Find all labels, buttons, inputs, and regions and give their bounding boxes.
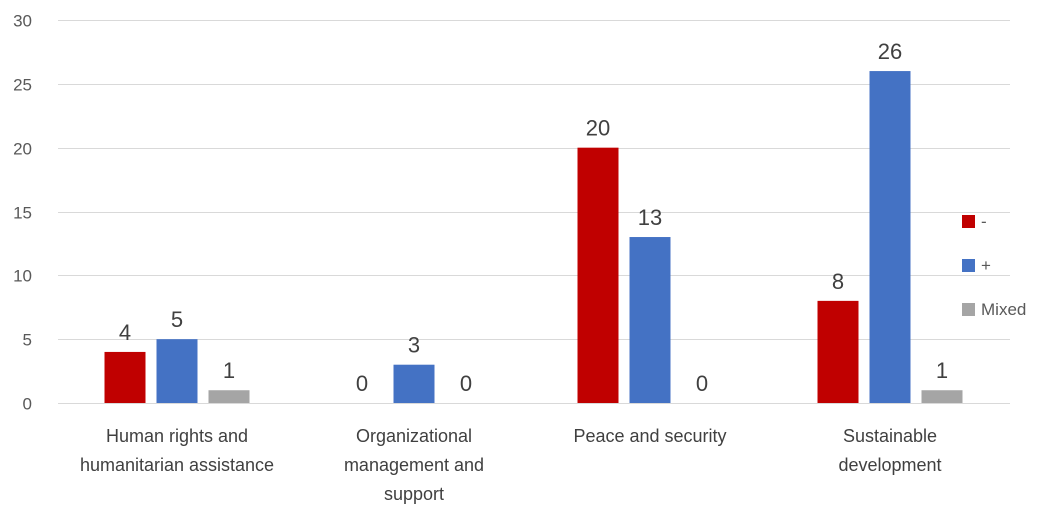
data-label: 0: [696, 371, 708, 396]
legend-swatch: [962, 259, 975, 272]
bar: [869, 71, 911, 404]
y-tick-label: 5: [23, 331, 32, 350]
bar: [104, 351, 146, 403]
bar: [393, 364, 435, 403]
bar: [921, 390, 963, 403]
bars: [104, 71, 963, 404]
bar: [577, 147, 619, 403]
bar: [817, 300, 859, 403]
data-label: 20: [586, 116, 610, 141]
data-label: 4: [119, 320, 131, 345]
x-category-label: Human rights and humanitarian assistance: [80, 426, 274, 475]
bar: [629, 237, 671, 403]
x-category-label: Organizational management and support: [344, 426, 484, 504]
y-tick-label: 0: [23, 395, 32, 414]
legend-swatch: [962, 303, 975, 316]
data-label: 5: [171, 307, 183, 332]
data-label: 3: [408, 333, 420, 358]
bar: [156, 339, 198, 403]
data-label: 1: [936, 358, 948, 383]
data-label: 13: [638, 205, 662, 230]
y-tick-label: 20: [13, 140, 32, 159]
legend: - + Mixed: [962, 212, 1026, 319]
legend-swatch: [962, 215, 975, 228]
data-label: 1: [223, 358, 235, 383]
x-axis-categories: Human rights and humanitarian assistance O…: [80, 426, 942, 504]
x-category-label: Peace and security: [573, 426, 726, 446]
y-tick-label: 30: [13, 12, 32, 31]
data-labels: 4 0 20 8 5 3 13 26 1 0 0 1: [119, 39, 948, 396]
data-label: 8: [832, 269, 844, 294]
legend-label: -: [981, 212, 987, 231]
y-tick-label: 25: [13, 76, 32, 95]
y-tick-label: 10: [13, 267, 32, 286]
data-label: 26: [878, 39, 902, 64]
legend-label: +: [981, 256, 991, 275]
y-tick-label: 15: [13, 204, 32, 223]
y-axis-ticks: 0 5 10 15 20 25 30: [13, 12, 32, 414]
x-category-label: Sustainable development: [838, 426, 941, 475]
legend-label: Mixed: [981, 300, 1026, 319]
gridlines: [58, 20, 1010, 404]
data-label: 0: [460, 371, 472, 396]
data-label: 0: [356, 371, 368, 396]
bar: [208, 390, 250, 403]
